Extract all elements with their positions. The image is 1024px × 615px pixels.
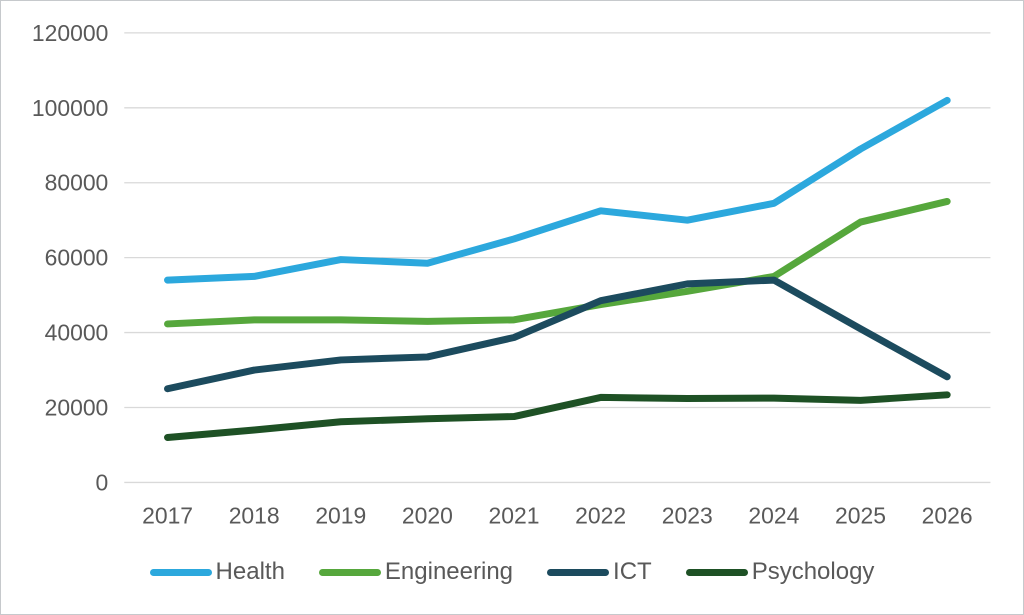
legend-swatch-health: [149, 568, 212, 576]
legend-item-health: Health: [149, 558, 285, 586]
y-axis-tick-label: 120000: [32, 20, 108, 46]
x-axis-tick-label: 2023: [662, 502, 713, 528]
x-axis-tick-label: 2020: [402, 502, 453, 528]
legend-swatch-psychology: [685, 568, 748, 576]
legend-label: Health: [215, 558, 285, 585]
legend-swatch-engineering: [318, 568, 381, 576]
y-axis-tick-label: 20000: [45, 394, 109, 420]
x-axis-tick-label: 2022: [575, 502, 626, 528]
x-axis-tick-label: 2017: [142, 502, 193, 528]
legend-label: Psychology: [751, 558, 875, 585]
legend-label: ICT: [613, 558, 652, 585]
x-axis-tick-label: 2024: [748, 502, 799, 528]
x-axis-tick-label: 2026: [922, 502, 973, 528]
legend-label: Engineering: [384, 558, 514, 585]
legend-item-psychology: Psychology: [685, 558, 875, 586]
y-axis-tick-label: 0: [96, 469, 109, 495]
series-line-health: [164, 96, 951, 284]
y-axis-tick-label: 80000: [45, 170, 109, 196]
x-axis-tick-label: 2019: [315, 502, 366, 528]
series-line-psychology: [164, 391, 951, 441]
x-axis-tick-label: 2021: [489, 502, 540, 528]
x-axis-tick-label: 2018: [229, 502, 280, 528]
series-line-engineering: [164, 197, 951, 328]
legend-item-engineering: Engineering: [318, 558, 514, 586]
x-axis-tick-label: 2025: [835, 502, 886, 528]
legend-item-ict: ICT: [547, 558, 652, 586]
y-axis-tick-label: 60000: [45, 245, 109, 271]
y-axis-tick-label: 40000: [45, 320, 109, 346]
y-axis-tick-label: 100000: [32, 95, 108, 121]
series-line-ict: [164, 276, 951, 393]
legend-swatch-ict: [547, 568, 610, 576]
chart-legend: Health Engineering ICT Psychology: [1, 558, 1023, 586]
